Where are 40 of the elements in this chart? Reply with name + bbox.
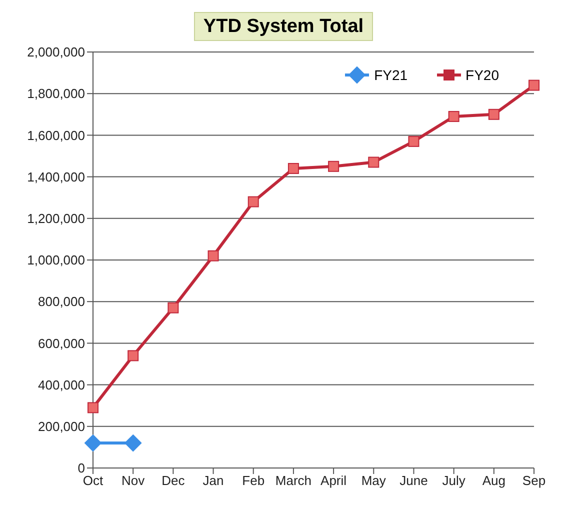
point — [488, 108, 500, 120]
x-tick-label: Nov — [122, 473, 146, 488]
point — [528, 80, 540, 91]
y-tick-label: 400,000 — [38, 377, 85, 392]
x-tick-label: May — [361, 473, 386, 488]
y-tick-label: 1,800,000 — [27, 86, 85, 102]
x-tick-label: Oct — [82, 473, 104, 488]
x-tick-label: Dec — [162, 473, 186, 488]
y-tick-label: 1,000,000 — [27, 252, 85, 268]
legend-label: FY21 — [374, 67, 408, 83]
point — [88, 402, 98, 414]
y-tick-label: 1,400,000 — [27, 169, 85, 184]
y-tick-label: 800,000 — [38, 294, 85, 310]
point — [84, 434, 102, 452]
y-tick-label: 200,000 — [38, 419, 85, 434]
point — [288, 162, 299, 174]
point — [208, 250, 219, 262]
point — [168, 302, 179, 314]
x-tick-label: April — [320, 473, 347, 488]
point — [408, 136, 420, 147]
x-tick-label: Aug — [482, 473, 506, 488]
point — [248, 196, 259, 208]
y-tick-label: 1,200,000 — [27, 211, 85, 226]
x-tick-label: Sep — [522, 473, 546, 488]
point — [368, 156, 380, 168]
point — [448, 110, 460, 122]
point — [124, 434, 142, 452]
x-tick-label: Jan — [202, 473, 224, 488]
point — [328, 160, 340, 172]
y-tick-label: 0 — [78, 460, 85, 476]
legend-label: FY20 — [466, 67, 499, 83]
x-tick-label: July — [442, 473, 466, 488]
y-tick-label: 1,600,000 — [27, 128, 85, 143]
y-tick-label: 2,000,000 — [27, 44, 85, 60]
point — [128, 350, 139, 362]
x-tick-label: June — [400, 473, 428, 488]
chart-title: YTD System Total — [194, 12, 373, 41]
x-tick-label: Feb — [242, 473, 265, 488]
x-tick-label: March — [275, 473, 312, 488]
y-tick-label: 600,000 — [38, 336, 85, 351]
